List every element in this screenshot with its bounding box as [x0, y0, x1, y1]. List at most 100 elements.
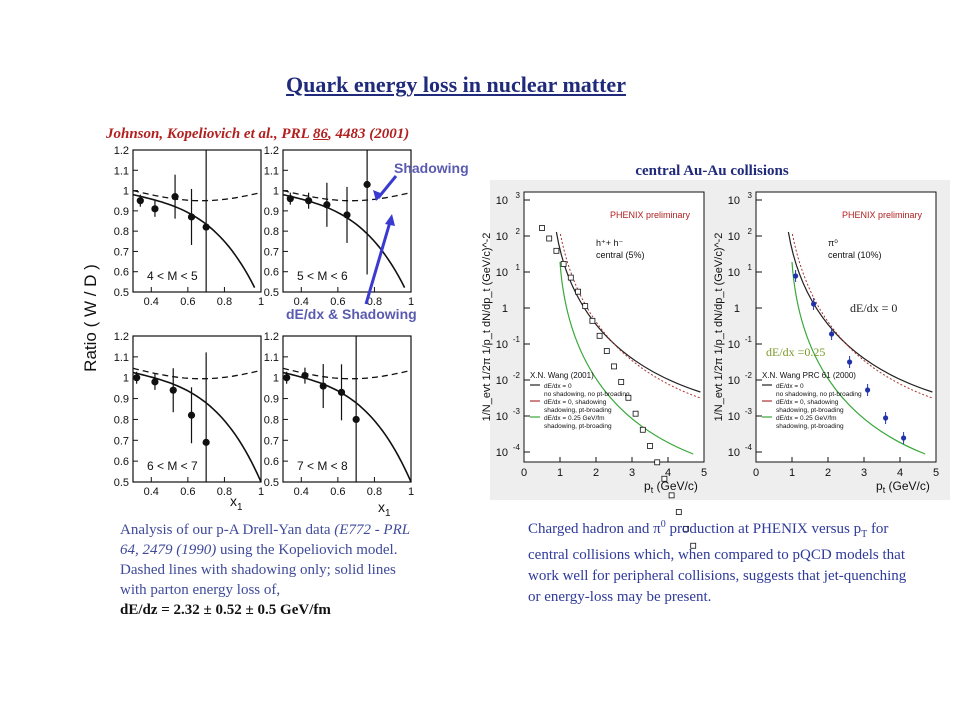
spectrum-ytick-label: 10: [496, 267, 508, 279]
left-caption: Analysis of our p-A Drell-Yan data (E772…: [120, 520, 410, 620]
data-point: [283, 374, 291, 382]
hadron-data-point: [647, 443, 653, 449]
spectrum-xtick-label: 4: [897, 467, 903, 479]
spectrum-xtick-label: 5: [701, 467, 707, 479]
left-xtick-label: 1: [408, 486, 414, 498]
data-point: [187, 411, 196, 419]
spectrum-panel-2: 0 1 2 3 4 5 10 3 10 2 10 1 1 10 -1 10 -2 10 -3 10 -4 pt (GeV/…: [713, 191, 939, 495]
hadron-data-point: [654, 459, 661, 466]
pi0-data-point: [811, 301, 817, 307]
model-reference-label: X.N. Wang PRC 61 (2000): [762, 371, 856, 380]
left-ytick-label: 0.8: [114, 414, 129, 426]
dedx-shadowing-label: dE/dx & Shadowing: [286, 306, 417, 322]
left-xtick-label: 0.4: [294, 296, 309, 308]
spectrum-ytick-label: 10: [728, 267, 740, 279]
left-figure-ylabel: Ratio ( W / D ): [81, 264, 100, 372]
spectrum-ytick-label: 10: [496, 375, 508, 387]
left-xtick-label: 1: [258, 486, 264, 498]
legend-entry: dE/dx = 0.25 GeV/fm: [776, 415, 837, 422]
data-point: [151, 205, 159, 213]
left-ytick-label: 1.1: [264, 352, 279, 364]
spectrum-ytick-exponent: 1: [748, 263, 753, 272]
left-ytick-label: 0.5: [114, 477, 129, 489]
citation-prefix: Johnson, Kopeliovich et al., PRL: [106, 126, 313, 142]
right-caption-part2: production at PHENIX versus p: [665, 521, 862, 537]
spectrum-ytick-exponent: 3: [516, 191, 521, 200]
left-ytick-label: 0.5: [264, 287, 279, 299]
citation-volume: 86: [312, 126, 328, 142]
right-caption-part3: for central collisions which, when compa…: [528, 521, 907, 605]
hadron-data-point: [611, 363, 617, 370]
hadron-data-point: [690, 542, 697, 549]
spectrum-frame: [523, 191, 705, 463]
pi0-data-point: [829, 331, 835, 337]
shadowing-arrowhead: [373, 190, 383, 201]
annotation-dedx025: dE/dx =0.25: [766, 345, 825, 359]
left-panel-4: 1.2 1.1 1 0.9 0.8 0.7 0.6 0.5 0.4 0.6 0.8 1 7 < M < …: [264, 331, 414, 498]
hadron-data-point: [668, 492, 675, 499]
legend-entry: shadowing, pt-broading: [776, 423, 844, 430]
spectrum-ytick-label: 10: [728, 411, 740, 423]
phenix-preliminary-label: PHENIX preliminary: [610, 210, 691, 220]
data-point: [151, 378, 159, 386]
spectrum-ytick-exponent: -4: [513, 443, 521, 452]
spectrum-xtick-label: 2: [593, 467, 599, 479]
spectrum-xtick-label: 3: [861, 467, 867, 479]
left-ytick-label: 1.1: [114, 352, 129, 364]
data-point: [305, 197, 313, 205]
hadron-data-point: [553, 247, 560, 254]
right-figure-title: central Au-Au collisions: [635, 163, 789, 179]
spectrum-ytick-exponent: 1: [516, 263, 521, 272]
left-xtick-label: 0.4: [144, 486, 159, 498]
hadron-data-point: [575, 288, 581, 295]
data-point: [169, 386, 177, 394]
particle-label: h⁺+ h⁻: [596, 238, 624, 248]
data-point: [187, 213, 196, 221]
data-point: [363, 180, 371, 189]
data-point: [323, 201, 331, 209]
left-ytick-label: 0.9: [264, 394, 279, 406]
right-caption-part1: Charged hadron and: [528, 521, 654, 537]
spectrum-ytick-label: 10: [496, 339, 508, 351]
data-point: [133, 374, 141, 382]
spectrum-ytick-label: 10: [496, 447, 508, 459]
model-curve-dedx025: [559, 261, 694, 455]
spectrum-xtick-label: 4: [665, 467, 671, 479]
spectrum-ytick-label: 10: [728, 339, 740, 351]
spectrum-ytick-label: 1: [734, 303, 740, 315]
left-panel-frame: [132, 149, 262, 293]
spectrum-xtick-label: 0: [521, 467, 527, 479]
mass-range-label: 7 < M < 8: [297, 459, 348, 473]
left-figure-xlabel-bottom-left: x1: [230, 493, 243, 513]
left-ytick-label: 0.9: [114, 206, 129, 218]
hadron-data-point: [539, 225, 545, 231]
left-caption-reference: (E772 - PRL 64, 2479 (1990): [120, 522, 410, 558]
legend-entry: dE/dx = 0: [776, 383, 804, 390]
left-panel-frame: [282, 149, 412, 293]
hadron-data-point: [560, 261, 567, 267]
mass-range-label: 6 < M < 7: [147, 459, 198, 473]
spectrum-ytick-label: 10: [496, 411, 508, 423]
spectrum-xtick-label: 0: [753, 467, 759, 479]
phenix-preliminary-label: PHENIX preliminary: [842, 210, 923, 220]
left-figure-xlabel-bottom-right: x1: [378, 499, 391, 519]
pi0-data-point: [847, 359, 853, 365]
spectrum-ytick-exponent: -3: [745, 407, 753, 416]
particle-label: π⁰: [828, 238, 838, 248]
spectrum-ytick-exponent: -2: [745, 371, 753, 380]
legend-entry: dE/dx = 0, shadowing: [544, 399, 607, 406]
left-xtick-label: 0.6: [180, 296, 195, 308]
hadron-data-point: [632, 410, 639, 417]
model-curve-shadowing: [559, 233, 701, 399]
annotation-dedx0: dE/dx = 0: [850, 301, 897, 315]
left-ytick-label: 0.7: [114, 246, 129, 258]
left-panel-1: 1.2 1.1 1 0.9 0.8 0.7 0.6 0.5 0.4 0.6 0.8 1 4 < M < …: [114, 145, 264, 308]
mass-range-label: 5 < M < 6: [297, 269, 348, 283]
left-ytick-label: 1: [273, 373, 279, 385]
hadron-data-point: [546, 235, 553, 242]
legend-entry: shadowing, pt-broading: [776, 407, 844, 414]
left-panel-2: 1.2 1.1 1 0.9 0.8 0.7 0.6 0.5 0.4 0.6 0.8 1 5 < M < …: [264, 145, 414, 308]
pi0-data-point: [793, 273, 799, 279]
left-ytick-label: 0.9: [264, 206, 279, 218]
left-xtick-label: 0.4: [294, 486, 309, 498]
